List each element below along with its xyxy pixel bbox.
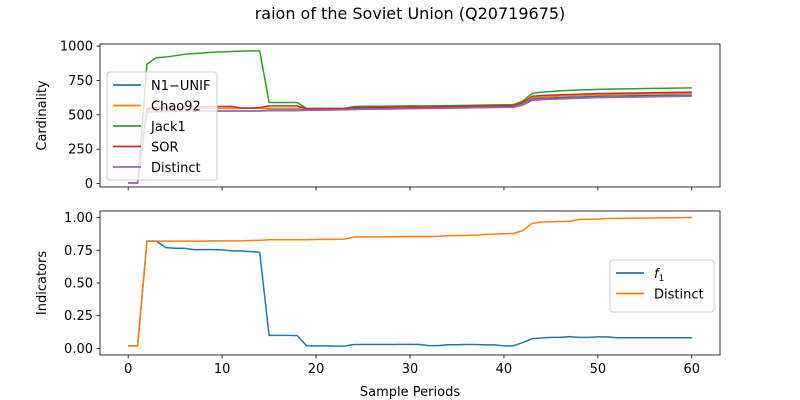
series-line-f1 [128, 240, 692, 347]
series-line-distinct [128, 216, 692, 347]
y-tick-label: 0.50 [64, 277, 93, 292]
legend-label-sor: SOR [151, 141, 179, 156]
y-tick-label: 250 [68, 143, 93, 158]
x-tick-label: 30 [402, 362, 419, 377]
y-tick-label: 1.00 [64, 211, 93, 226]
x-axis-label: Sample Periods [360, 385, 460, 400]
legend: f1 Distinct [609, 259, 715, 313]
y-tick-label: 1000 [60, 40, 93, 55]
legend-label-chao92: Chao92 [151, 100, 201, 115]
x-tick-label: 50 [590, 362, 607, 377]
x-tick-label: 0 [124, 362, 132, 377]
cardinality-panel: 0 250 500 750 1000 Cardinality N1−UNIF Chao92 Ja… [35, 40, 721, 192]
x-tick-label: 60 [684, 362, 701, 377]
y-tick-label: 0.00 [64, 342, 93, 357]
y-axis-label: Cardinality [35, 80, 50, 151]
indicators-panel: 0 10 20 30 40 50 60 0.00 0.25 0.50 0.75 1.00 Indicat… [35, 210, 721, 400]
y-axis-label: Indicators [35, 251, 50, 315]
legend: N1−UNIF Chao92 Jack1 SOR Distinct [106, 71, 218, 181]
y-tick-label: 750 [68, 74, 93, 89]
legend-label-jack1: Jack1 [150, 120, 186, 135]
series-line-distinct [128, 95, 692, 184]
y-tick-label: 0.25 [64, 309, 93, 324]
legend-label-n1-unif: N1−UNIF [151, 79, 210, 94]
x-tick-label: 20 [308, 362, 325, 377]
legend-box [106, 71, 218, 181]
series-line-jack1 [128, 50, 692, 184]
y-tick-label: 0 [85, 177, 93, 192]
x-tick-label: 10 [214, 362, 231, 377]
y-tick-label: 500 [68, 108, 93, 123]
chart-title: raion of the Soviet Union (Q20719675) [255, 4, 566, 23]
legend-box [609, 259, 715, 313]
x-tick-label: 40 [496, 362, 513, 377]
legend-label-f1: f1 [654, 267, 664, 284]
series-line-sor [128, 91, 692, 184]
legend-label-distinct: Distinct [654, 288, 704, 303]
y-tick-label: 0.75 [64, 244, 93, 259]
legend-label-distinct: Distinct [151, 161, 201, 176]
